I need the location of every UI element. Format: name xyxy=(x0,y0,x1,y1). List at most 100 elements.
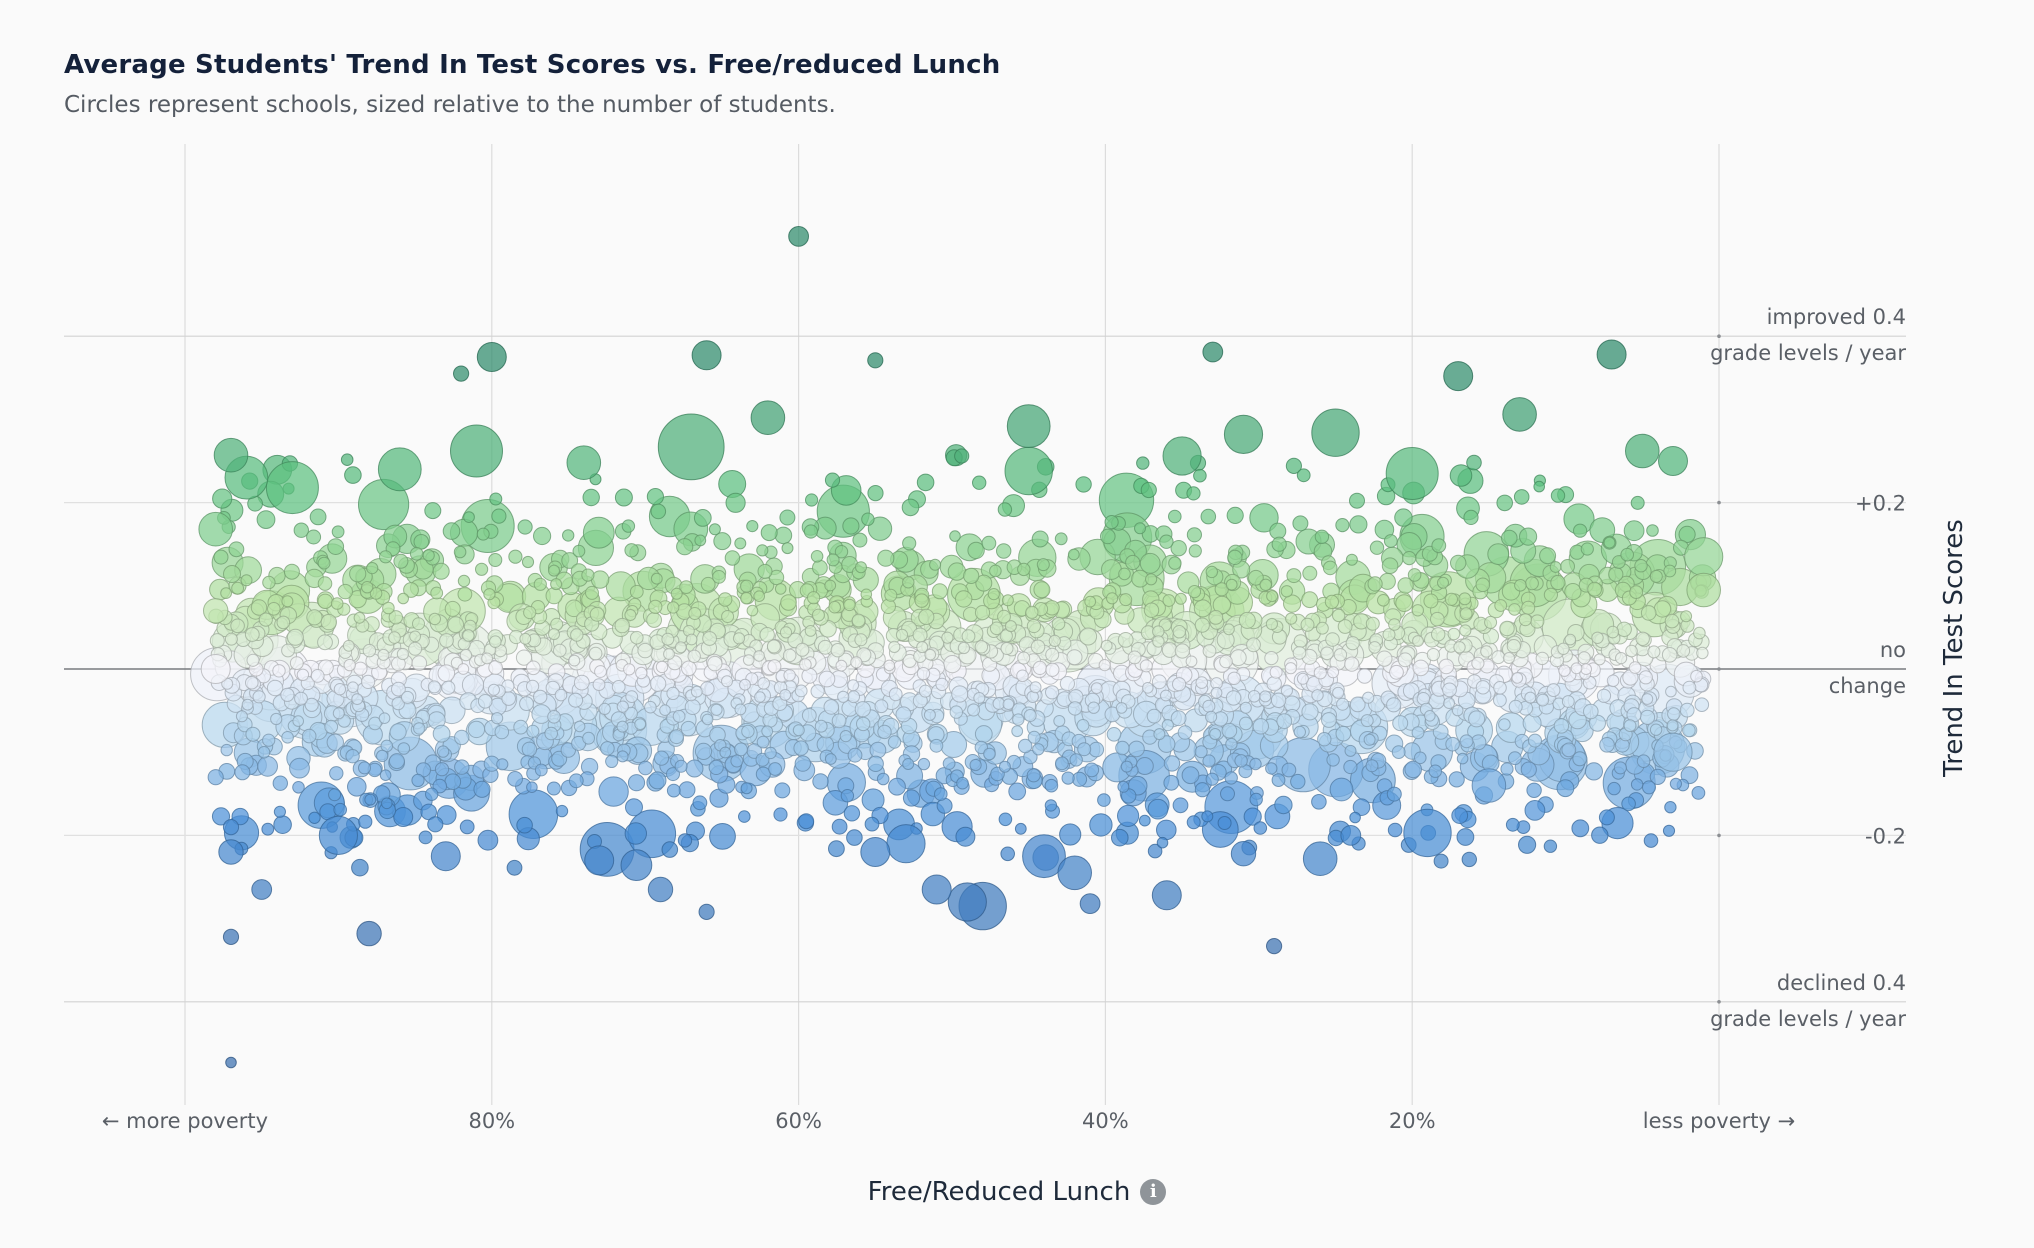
school-bubble[interactable] xyxy=(753,650,765,662)
school-bubble[interactable] xyxy=(1194,617,1210,633)
school-bubble[interactable] xyxy=(1623,520,1645,542)
school-bubble[interactable] xyxy=(824,579,837,592)
school-bubble[interactable] xyxy=(1437,576,1449,589)
school-bubble[interactable] xyxy=(231,581,245,595)
school-bubble[interactable] xyxy=(425,787,439,801)
school-bubble[interactable] xyxy=(517,519,533,535)
school-bubble[interactable] xyxy=(767,659,782,674)
school-bubble[interactable] xyxy=(666,686,680,701)
school-bubble[interactable] xyxy=(516,816,533,834)
school-bubble[interactable] xyxy=(526,679,540,693)
school-bubble[interactable] xyxy=(366,562,379,575)
school-bubble[interactable] xyxy=(581,568,595,582)
school-bubble[interactable] xyxy=(685,759,704,778)
school-bubble-outlier[interactable] xyxy=(377,447,422,492)
school-bubble[interactable] xyxy=(650,503,667,520)
school-bubble[interactable] xyxy=(523,605,537,620)
school-bubble[interactable] xyxy=(389,723,407,741)
school-bubble[interactable] xyxy=(1480,645,1493,658)
school-bubble[interactable] xyxy=(1561,695,1575,708)
school-bubble[interactable] xyxy=(738,810,751,823)
school-bubble[interactable] xyxy=(351,693,364,705)
school-bubble[interactable] xyxy=(209,633,225,649)
school-bubble[interactable] xyxy=(1249,503,1279,533)
school-bubble[interactable] xyxy=(1693,626,1706,640)
school-bubble[interactable] xyxy=(794,684,808,698)
school-bubble[interactable] xyxy=(828,840,845,858)
school-bubble[interactable] xyxy=(1493,693,1507,708)
school-bubble[interactable] xyxy=(1280,684,1294,697)
school-bubble[interactable] xyxy=(508,549,523,564)
school-bubble[interactable] xyxy=(1239,701,1252,714)
school-bubble[interactable] xyxy=(1029,681,1042,694)
school-bubble[interactable] xyxy=(1367,576,1383,592)
school-bubble[interactable] xyxy=(526,660,541,676)
school-bubble[interactable] xyxy=(1208,610,1224,625)
school-bubble[interactable] xyxy=(1067,701,1083,716)
school-bubble[interactable] xyxy=(756,544,769,557)
school-bubble[interactable] xyxy=(281,731,294,744)
school-bubble[interactable] xyxy=(1679,702,1695,718)
school-bubble[interactable] xyxy=(1160,689,1172,702)
school-bubble[interactable] xyxy=(1530,614,1545,629)
school-bubble[interactable] xyxy=(914,593,929,608)
school-bubble[interactable] xyxy=(585,585,599,600)
school-bubble[interactable] xyxy=(397,592,410,605)
school-bubble[interactable] xyxy=(1362,691,1375,704)
school-bubble[interactable] xyxy=(317,634,333,651)
school-bubble[interactable] xyxy=(902,576,915,589)
school-bubble[interactable] xyxy=(732,632,746,645)
school-bubble[interactable] xyxy=(1343,759,1358,775)
school-bubble[interactable] xyxy=(273,815,292,835)
school-bubble[interactable] xyxy=(1186,527,1203,543)
school-bubble[interactable] xyxy=(533,577,547,591)
school-bubble[interactable] xyxy=(1067,548,1080,561)
school-bubble[interactable] xyxy=(1649,569,1663,583)
school-bubble[interactable] xyxy=(454,759,470,775)
school-bubble[interactable] xyxy=(843,598,856,612)
school-bubble[interactable] xyxy=(1667,707,1681,721)
school-bubble-outlier[interactable] xyxy=(921,874,952,905)
school-bubble[interactable] xyxy=(1591,631,1604,644)
school-bubble[interactable] xyxy=(702,631,717,646)
school-bubble[interactable] xyxy=(306,609,323,626)
school-bubble[interactable] xyxy=(224,632,238,646)
school-bubble-outlier[interactable] xyxy=(1311,408,1360,457)
school-bubble[interactable] xyxy=(361,581,374,594)
school-bubble-outlier[interactable] xyxy=(1524,800,1546,821)
school-bubble[interactable] xyxy=(320,613,337,631)
school-bubble[interactable] xyxy=(1663,564,1677,578)
school-bubble[interactable] xyxy=(598,776,629,807)
school-bubble[interactable] xyxy=(693,509,712,527)
school-bubble[interactable] xyxy=(310,669,325,683)
school-bubble[interactable] xyxy=(1508,603,1521,616)
school-bubble[interactable] xyxy=(220,743,233,757)
school-bubble[interactable] xyxy=(1584,762,1604,781)
school-bubble[interactable] xyxy=(1088,741,1105,758)
school-bubble[interactable] xyxy=(1616,621,1632,637)
school-bubble[interactable] xyxy=(1521,600,1536,615)
school-bubble[interactable] xyxy=(1628,661,1642,674)
school-bubble[interactable] xyxy=(1570,662,1583,675)
school-bubble[interactable] xyxy=(874,699,889,714)
school-bubble[interactable] xyxy=(1027,730,1041,744)
school-bubble[interactable] xyxy=(289,656,304,670)
school-bubble[interactable] xyxy=(1205,710,1218,724)
school-bubble[interactable] xyxy=(774,583,787,595)
school-bubble[interactable] xyxy=(388,610,403,625)
school-bubble[interactable] xyxy=(1471,656,1485,670)
school-bubble[interactable] xyxy=(1205,772,1219,786)
school-bubble[interactable] xyxy=(774,526,793,545)
school-bubble[interactable] xyxy=(1382,628,1396,642)
school-bubble[interactable] xyxy=(457,574,471,588)
school-bubble[interactable] xyxy=(814,719,828,733)
school-bubble[interactable] xyxy=(1077,742,1092,757)
school-bubble[interactable] xyxy=(1501,529,1518,547)
school-bubble[interactable] xyxy=(834,545,849,559)
school-bubble[interactable] xyxy=(803,524,819,539)
school-bubble[interactable] xyxy=(1205,565,1219,579)
school-bubble[interactable] xyxy=(1174,592,1187,605)
school-bubble[interactable] xyxy=(1573,523,1588,538)
school-bubble[interactable] xyxy=(368,716,382,731)
school-bubble[interactable] xyxy=(1017,651,1031,665)
